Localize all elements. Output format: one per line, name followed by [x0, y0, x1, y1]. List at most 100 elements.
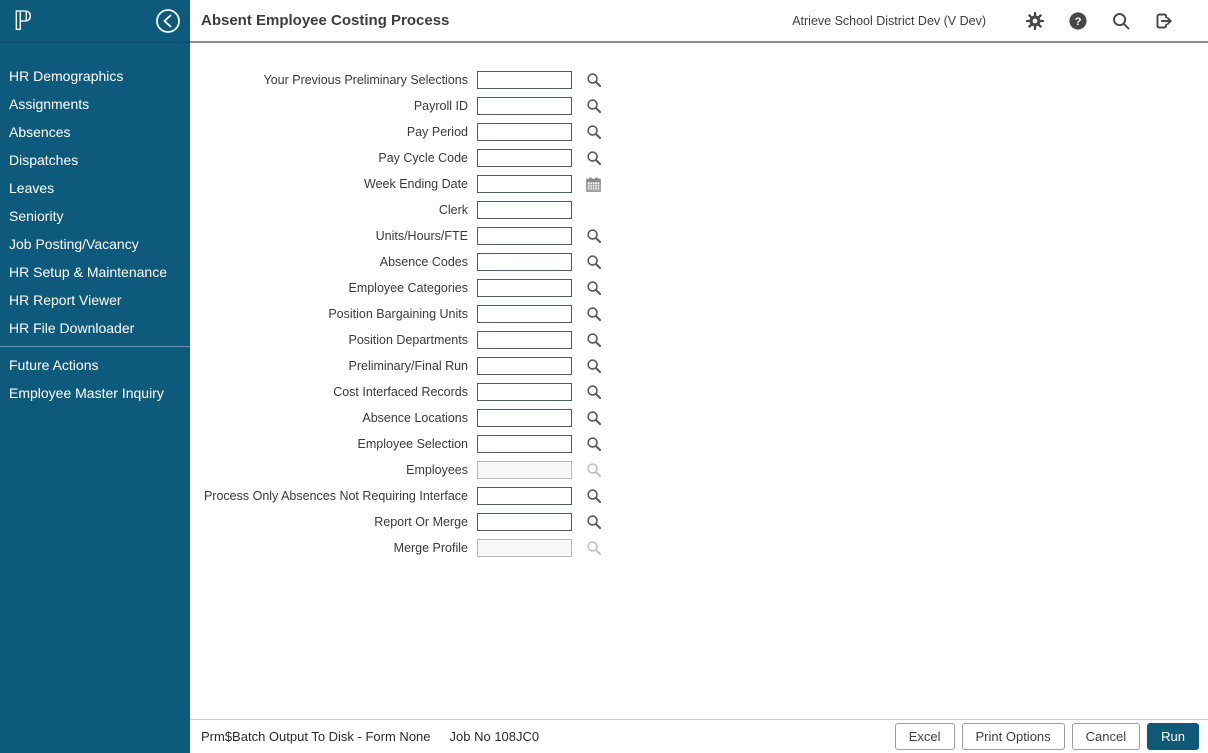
process-form: Your Previous Preliminary Selections [190, 43, 1208, 561]
form-row: Pay Cycle Code [190, 145, 1208, 171]
settings-icon[interactable] [1025, 11, 1045, 31]
sidebar-item[interactable]: HR Demographics [9, 68, 124, 84]
form-field-label: Absence Codes [379, 255, 468, 269]
sidebar-item[interactable]: Future Actions [9, 357, 99, 373]
form-row: Process Only Absences Not Requiring Inte… [190, 483, 1208, 509]
lookup-icon[interactable] [585, 176, 602, 193]
form-field-label: Units/Hours/FTE [375, 229, 468, 243]
sidebar-collapse-button[interactable] [155, 8, 181, 34]
lookup-icon[interactable] [585, 98, 602, 115]
form-field-input[interactable] [477, 435, 572, 453]
lookup-icon[interactable] [585, 410, 602, 427]
form-field-input[interactable] [477, 97, 572, 115]
form-field-input[interactable] [477, 149, 572, 167]
lookup-icon[interactable] [585, 358, 602, 375]
form-field-input[interactable] [477, 305, 572, 323]
form-field-input[interactable] [477, 71, 572, 89]
form-row: Units/Hours/FTE [190, 223, 1208, 249]
environment-label: Atrieve School District Dev (V Dev) [792, 13, 986, 28]
form-field-input[interactable] [477, 227, 572, 245]
form-field-label: Employees [406, 463, 468, 477]
form-field-label: Cost Interfaced Records [333, 385, 468, 399]
sidebar-item[interactable]: Absences [9, 124, 71, 140]
lookup-icon[interactable] [585, 150, 602, 167]
form-field-label: Employee Selection [357, 437, 468, 451]
sidebar-item[interactable]: Employee Master Inquiry [9, 385, 164, 401]
header-actions: Atrieve School District Dev (V Dev) ? [792, 11, 1174, 31]
help-icon[interactable]: ? [1068, 11, 1088, 31]
sidebar-item[interactable]: Dispatches [9, 152, 79, 168]
sidebar-item[interactable]: HR File Downloader [9, 320, 135, 336]
form-field-input[interactable] [477, 331, 572, 349]
form-field-label: Preliminary/Final Run [348, 359, 468, 373]
logout-icon[interactable] [1154, 11, 1174, 31]
job-number-text: Job No 108JC0 [449, 729, 540, 744]
form-field-input [477, 539, 572, 557]
form-row: Pay Period [190, 119, 1208, 145]
form-field-input[interactable] [477, 253, 572, 271]
lookup-icon[interactable] [585, 254, 602, 271]
sidebar-item[interactable]: HR Setup & Maintenance [9, 264, 167, 280]
main-content: Your Previous Preliminary Selections [190, 43, 1208, 719]
form-field-input[interactable] [477, 279, 572, 297]
footer-bar: Prm$Batch Output To Disk - Form None Job… [190, 719, 1208, 753]
lookup-icon[interactable] [585, 384, 602, 401]
form-field-input[interactable] [477, 487, 572, 505]
svg-text:?: ? [1075, 15, 1082, 27]
form-row: Cost Interfaced Records [190, 379, 1208, 405]
lookup-icon [585, 462, 602, 479]
form-field-label: Position Departments [348, 333, 468, 347]
footer-buttons: Excel Print Options Cancel Run [894, 723, 1199, 750]
footer-button[interactable]: Print Options [961, 723, 1065, 750]
form-field-input[interactable] [477, 383, 572, 401]
form-field-input[interactable] [477, 409, 572, 427]
lookup-icon[interactable] [585, 280, 602, 297]
sidebar-nav: HR Demographics Assignments Absences Dispat… [0, 43, 190, 407]
sidebar-item[interactable]: Job Posting/Vacancy [9, 236, 139, 252]
form-row: Employee Selection [190, 431, 1208, 457]
lookup-icon[interactable] [585, 514, 602, 531]
form-row: Employees [190, 457, 1208, 483]
form-field-input[interactable] [477, 175, 572, 193]
lookup-icon[interactable] [585, 436, 602, 453]
lookup-icon[interactable] [585, 124, 602, 141]
footer-button[interactable]: Run [1147, 723, 1199, 750]
form-row: Report Or Merge [190, 509, 1208, 535]
sidebar-divider [0, 346, 190, 347]
form-field-input[interactable] [477, 513, 572, 531]
lookup-icon[interactable] [585, 332, 602, 349]
sidebar-item[interactable]: HR Report Viewer [9, 292, 122, 308]
lookup-icon[interactable] [585, 488, 602, 505]
form-row: Employee Categories [190, 275, 1208, 301]
form-field-input[interactable] [477, 201, 572, 219]
sidebar-header: ℙ [0, 0, 190, 43]
header: Absent Employee Costing Process Atrieve … [190, 0, 1208, 43]
form-field-input[interactable] [477, 357, 572, 375]
form-field-label: Payroll ID [413, 99, 468, 113]
sidebar-item[interactable]: Assignments [9, 96, 90, 112]
lookup-icon[interactable] [585, 228, 602, 245]
lookup-icon[interactable] [585, 306, 602, 323]
form-field-label: Clerk [438, 203, 468, 217]
form-row: Position Departments [190, 327, 1208, 353]
form-field-input[interactable] [477, 123, 572, 141]
lookup-icon[interactable] [585, 72, 602, 89]
form-row: Merge Profile [190, 535, 1208, 561]
page-title: Absent Employee Costing Process [201, 12, 450, 29]
form-field-label: Position Bargaining Units [328, 307, 468, 321]
sidebar-item[interactable]: Seniority [9, 208, 64, 224]
form-row: Position Bargaining Units [190, 301, 1208, 327]
form-field-label: Week Ending Date [364, 177, 468, 191]
search-icon[interactable] [1111, 11, 1131, 31]
footer-button[interactable]: Excel [894, 723, 955, 750]
form-field-label: Pay Period [406, 125, 468, 139]
form-field-input [477, 461, 572, 479]
sidebar-item[interactable]: Leaves [9, 180, 55, 196]
form-field-label: Employee Categories [348, 281, 468, 295]
sidebar: ℙ HR Demographics Assignments Absences Disp… [0, 0, 190, 753]
footer-button[interactable]: Cancel [1071, 723, 1141, 750]
form-row: Week Ending Date [190, 171, 1208, 197]
powerschool-logo-icon: ℙ [13, 5, 32, 36]
form-row: Absence Locations [190, 405, 1208, 431]
form-field-label: Report Or Merge [374, 515, 468, 529]
